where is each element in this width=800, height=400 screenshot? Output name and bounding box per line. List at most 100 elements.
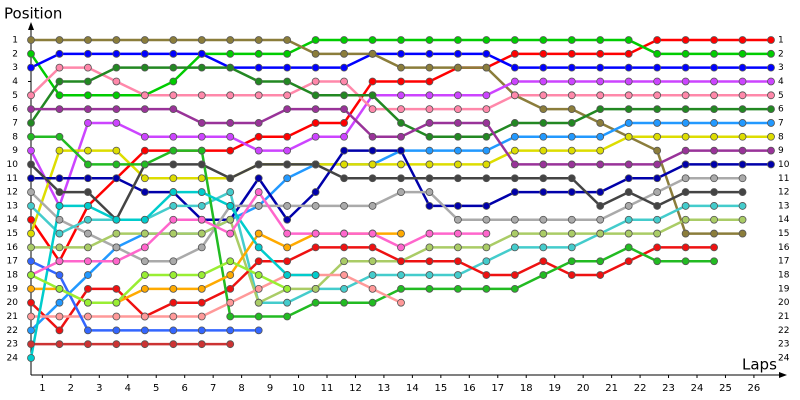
point xyxy=(311,284,320,293)
y-tick-label-right: 3 xyxy=(778,63,784,73)
point xyxy=(368,36,377,44)
y-tick-label-right: 20 xyxy=(778,298,790,308)
x-tick-label: 10 xyxy=(292,383,305,394)
point xyxy=(197,215,206,224)
point xyxy=(226,284,235,293)
point xyxy=(596,119,605,127)
point xyxy=(624,160,633,169)
point xyxy=(84,63,92,72)
point xyxy=(454,49,462,58)
point xyxy=(710,243,718,252)
x-tick-label: 18 xyxy=(520,383,533,394)
point xyxy=(596,63,605,72)
point xyxy=(140,160,149,169)
point xyxy=(254,77,263,86)
point xyxy=(311,298,320,307)
y-tick-label: 19 xyxy=(7,284,19,294)
point xyxy=(140,63,149,72)
y-tick-label: 24 xyxy=(7,354,19,364)
point xyxy=(55,174,64,183)
point xyxy=(624,49,633,58)
point xyxy=(254,257,263,266)
y-tick-label-right: 7 xyxy=(778,118,784,128)
point xyxy=(681,63,690,72)
point xyxy=(653,105,662,114)
point xyxy=(624,77,633,86)
point xyxy=(84,298,92,307)
point xyxy=(84,146,92,155)
point xyxy=(340,284,348,293)
point xyxy=(55,243,64,252)
point xyxy=(681,243,690,252)
point xyxy=(340,271,348,279)
point xyxy=(397,284,405,293)
point xyxy=(226,36,235,44)
point xyxy=(27,132,35,141)
point xyxy=(197,229,206,238)
point xyxy=(510,229,519,238)
point xyxy=(140,105,149,114)
point xyxy=(425,229,434,238)
point xyxy=(27,105,35,114)
point xyxy=(397,91,405,100)
point xyxy=(197,174,206,183)
point xyxy=(767,91,775,100)
point xyxy=(27,202,35,210)
y-tick-label-right: 19 xyxy=(778,284,790,294)
point xyxy=(254,243,263,252)
point xyxy=(55,271,64,279)
point xyxy=(397,229,405,238)
point xyxy=(539,119,548,127)
series-line xyxy=(30,66,771,111)
y-tick-label-right: 21 xyxy=(778,312,789,322)
point xyxy=(368,202,377,210)
point xyxy=(738,77,747,86)
point xyxy=(27,243,35,252)
y-tick-label: 20 xyxy=(7,298,19,308)
point xyxy=(226,340,235,349)
point xyxy=(226,229,235,238)
point xyxy=(27,91,35,100)
point xyxy=(454,229,462,238)
point xyxy=(653,188,662,196)
point xyxy=(197,326,206,335)
point xyxy=(738,146,747,155)
point xyxy=(254,326,263,335)
point xyxy=(368,160,377,169)
point xyxy=(112,49,121,58)
point xyxy=(681,49,690,58)
point xyxy=(283,91,292,100)
point xyxy=(510,132,519,141)
point xyxy=(112,284,121,293)
point xyxy=(397,271,405,279)
point xyxy=(624,105,633,114)
point xyxy=(311,160,320,169)
point xyxy=(767,49,775,58)
point xyxy=(624,132,633,141)
point xyxy=(169,132,178,141)
x-tick-label: 21 xyxy=(605,383,618,394)
point xyxy=(84,49,92,58)
point xyxy=(112,215,121,224)
point xyxy=(567,132,576,141)
point xyxy=(653,229,662,238)
point xyxy=(283,202,292,210)
point xyxy=(283,63,292,72)
point xyxy=(738,36,747,44)
point xyxy=(397,243,405,252)
point xyxy=(738,63,747,72)
point xyxy=(624,119,633,127)
point xyxy=(454,63,462,72)
point xyxy=(340,146,348,155)
point xyxy=(169,105,178,114)
point xyxy=(55,146,64,155)
point xyxy=(84,174,92,183)
point xyxy=(425,119,434,127)
point xyxy=(454,174,462,183)
point xyxy=(55,298,64,307)
point xyxy=(681,215,690,224)
point xyxy=(340,202,348,210)
x-tick-label: 3 xyxy=(96,383,102,394)
y-arrow xyxy=(28,22,34,30)
point xyxy=(738,229,747,238)
